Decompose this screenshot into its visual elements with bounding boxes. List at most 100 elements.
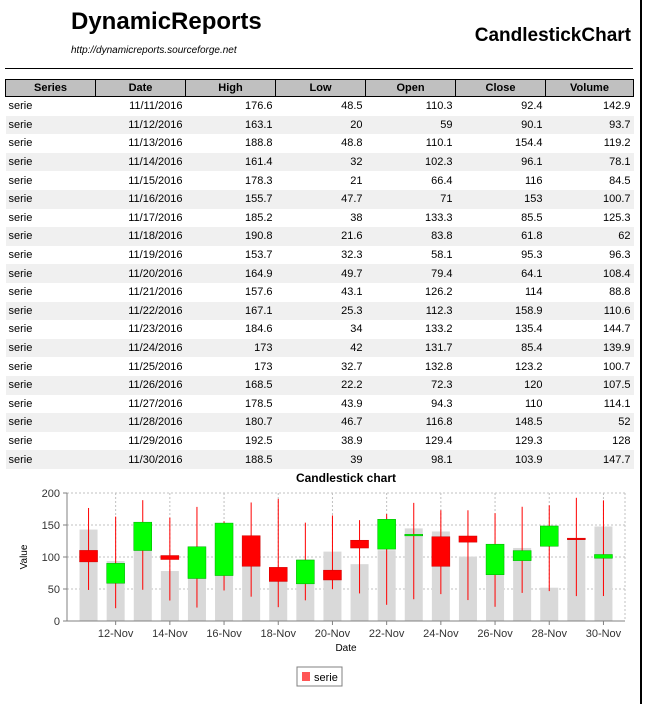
table-cell: 49.7: [275, 264, 366, 283]
table-cell: 62: [545, 227, 634, 246]
table-cell: 66.4: [431, 174, 453, 187]
table-cell: 34: [350, 323, 363, 336]
table-cell: 21: [350, 174, 363, 187]
data-table: Series Date High Low Open Close Volume serie 11…: [5, 79, 634, 469]
table-cell: serie: [8, 434, 33, 447]
table-cell: 185.2: [244, 211, 273, 224]
table-row: serie 11/28/2016 180.7 46.7 116.8 148.5 52: [5, 413, 634, 432]
table-cell: 11/13/2016: [128, 137, 183, 150]
table-cell: 142.9: [602, 100, 631, 113]
column-header: Close: [455, 79, 546, 97]
x-tick-label: 14-Nov: [152, 628, 188, 640]
table-row: serie 11/20/2016 164.9 49.7 79.4 64.1 108.4: [5, 264, 634, 283]
table-cell: 25.3: [275, 301, 366, 321]
report-title: CandlestickChart: [474, 25, 631, 46]
table-cell: 98.1: [365, 450, 456, 469]
table-cell: 139.9: [545, 338, 634, 358]
table-cell: serie: [8, 174, 33, 187]
page-right-border: [640, 0, 642, 704]
table-cell: 107.5: [545, 375, 634, 395]
table-cell: 154.4: [514, 137, 543, 150]
table-cell: 42: [275, 338, 366, 358]
table-cell: 11/22/2016: [95, 301, 186, 321]
table-cell: 190.8: [185, 227, 276, 246]
candlestick-chart: Candlestick chart 0 50 100 150 200 Value 12-Nov…: [5, 468, 633, 700]
table-cell: 184.6: [244, 323, 273, 336]
table-body: serie 11/11/2016 176.6 48.5 110.3 92.4 142.9 se…: [5, 97, 634, 469]
table-cell: 32.3: [341, 249, 363, 262]
x-tick-label: 22-Nov: [369, 628, 405, 640]
table-cell: 11/12/2016: [95, 115, 186, 135]
table-row: serie 11/12/2016 163.1 20 59 90.1 93.7: [5, 115, 634, 135]
table-cell: 129.4: [424, 434, 453, 447]
table-cell: 153: [455, 189, 546, 209]
table-cell: 11/15/2016: [128, 174, 183, 187]
table-cell: 155.7: [185, 189, 276, 209]
column-header: Date: [95, 79, 186, 97]
table-cell: 126.2: [424, 286, 453, 299]
table-cell: 102.3: [365, 152, 456, 172]
table-row: serie 11/15/2016 178.3 21 66.4 116 84.5: [6, 171, 634, 190]
y-tick-label: 200: [42, 488, 60, 500]
table-cell: 116.8: [365, 413, 456, 432]
table-cell: 120: [455, 375, 546, 395]
table-cell: serie: [5, 450, 96, 469]
table-cell: 90.1: [455, 115, 546, 135]
x-tick-label: 20-Nov: [315, 628, 351, 640]
table-cell: 61.8: [455, 227, 546, 246]
candle-body: [512, 550, 532, 561]
candle-body: [214, 522, 234, 576]
table-cell: serie: [8, 323, 33, 336]
table-cell: 157.6: [244, 286, 273, 299]
table-cell: 11/14/2016: [95, 152, 186, 172]
table-cell: 11/19/2016: [128, 249, 183, 262]
candle-body: [431, 536, 451, 567]
legend-swatch: [302, 672, 310, 681]
table-cell: serie: [8, 286, 33, 299]
candle-body: [540, 525, 559, 547]
table-cell: 21.6: [275, 227, 366, 246]
candle-body: [485, 543, 505, 575]
candle-body: [106, 563, 125, 584]
table-cell: 112.3: [365, 301, 456, 321]
table-cell: serie: [5, 338, 96, 358]
chart-svg: Candlestick chart 0 50 100 150 200 Value 12-Nov…: [19, 471, 626, 687]
table-cell: 94.3: [431, 397, 453, 410]
table-row: serie 11/24/2016 173 42 131.7 85.4 139.9: [5, 338, 634, 358]
brand-url[interactable]: http://dynamicreports.sourceforge.net: [71, 45, 237, 56]
header-divider: [5, 68, 633, 69]
brand-title: DynamicReports: [71, 8, 262, 35]
table-cell: 108.4: [545, 264, 634, 283]
table-cell: 103.9: [455, 450, 546, 469]
table-cell: serie: [5, 227, 96, 246]
table-row: serie 11/17/2016 185.2 38 133.3 85.5 125.3: [6, 209, 634, 228]
table-cell: 110: [524, 397, 543, 410]
table-cell: 79.4: [365, 264, 456, 283]
table-cell: serie: [8, 397, 33, 410]
table-cell: 178.5: [244, 397, 273, 410]
table-cell: serie: [5, 115, 96, 135]
column-header: Open: [365, 79, 456, 97]
table-row: serie 11/22/2016 167.1 25.3 112.3 158.9 110.6: [5, 301, 634, 321]
table-cell: 11/25/2016: [128, 360, 183, 373]
table-cell: 148.5: [455, 413, 546, 432]
table-cell: 135.4: [514, 323, 543, 336]
table-row: serie 11/13/2016 188.8 48.8 110.1 154.4 119.2: [6, 134, 634, 153]
table-row: serie 11/23/2016 184.6 34 133.2 135.4 144.7: [6, 320, 634, 339]
table-row: serie 11/27/2016 178.5 43.9 94.3 110 114.1: [6, 395, 634, 414]
table-header-row: Series Date High Low Open Close Volume: [5, 79, 634, 97]
table-cell: 85.5: [521, 211, 543, 224]
table-row: serie 11/14/2016 161.4 32 102.3 96.1 78.1: [5, 152, 634, 172]
candle-body: [567, 537, 586, 540]
table-cell: 43.1: [341, 286, 363, 299]
candle-body: [594, 554, 613, 559]
table-cell: serie: [5, 375, 96, 395]
table-cell: 158.9: [455, 301, 546, 321]
table-row: serie 11/11/2016 176.6 48.5 110.3 92.4 142.9: [6, 97, 634, 116]
table-cell: 38: [350, 211, 363, 224]
table-cell: 110.3: [425, 100, 453, 113]
table-cell: 11/27/2016: [128, 397, 183, 410]
table-cell: 11/20/2016: [95, 264, 186, 283]
table-cell: 176.6: [244, 100, 273, 113]
x-tick-label: 30-Nov: [586, 628, 622, 640]
